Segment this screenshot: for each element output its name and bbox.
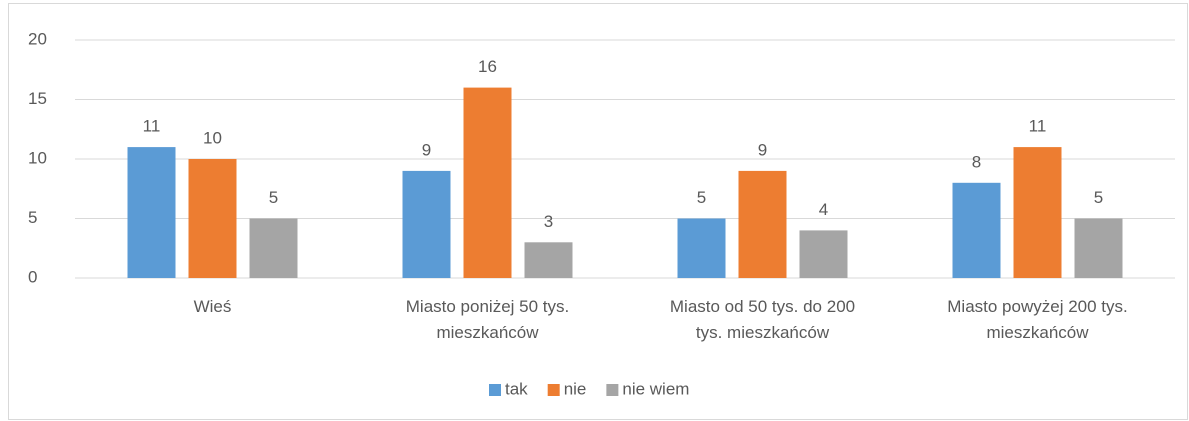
value-label: 5 [1094, 188, 1103, 207]
legend-swatch [489, 384, 501, 396]
legend-label: nie [564, 379, 587, 398]
x-tick-label: Wieś [194, 297, 232, 316]
bar [249, 218, 298, 278]
y-tick-label: 0 [28, 267, 37, 286]
bar [799, 230, 848, 278]
bar [524, 242, 573, 278]
legend-label: tak [505, 379, 528, 398]
legend-label: nie wiem [622, 379, 689, 398]
x-tick-label: Miasto poniżej 50 tys. mieszkańców [406, 297, 569, 342]
value-label: 4 [819, 200, 828, 219]
legend-swatch [606, 384, 619, 396]
value-label: 9 [422, 140, 431, 159]
y-tick-label: 15 [28, 89, 47, 108]
value-label: 5 [697, 188, 706, 207]
value-label: 9 [758, 140, 767, 159]
y-tick-label: 5 [28, 208, 37, 227]
bar [1013, 147, 1062, 278]
value-label: 16 [478, 57, 497, 76]
bar [677, 218, 726, 278]
x-tick-label: Miasto powyżej 200 tys. mieszkańców [947, 297, 1127, 342]
bar [127, 147, 176, 278]
bar [952, 182, 1001, 278]
bar [738, 170, 787, 278]
value-label: 11 [1029, 117, 1047, 136]
value-label: 3 [544, 212, 553, 231]
bar [1074, 218, 1123, 278]
x-tick-label: Miasto od 50 tys. do 200 tys. mieszkańców [670, 297, 855, 342]
y-tick-label: 20 [28, 29, 47, 48]
bar [402, 170, 451, 278]
y-tick-label: 10 [28, 148, 47, 167]
bar [188, 159, 237, 278]
value-label: 10 [203, 128, 222, 147]
value-label: 8 [972, 152, 981, 171]
legend-swatch [547, 384, 560, 396]
value-label: 11 [143, 117, 161, 136]
value-label: 5 [269, 188, 278, 207]
bar [463, 87, 512, 278]
chart-border [8, 3, 1188, 420]
